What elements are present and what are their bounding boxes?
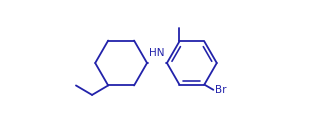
Text: Br: Br	[215, 85, 227, 95]
Text: HN: HN	[149, 48, 165, 58]
